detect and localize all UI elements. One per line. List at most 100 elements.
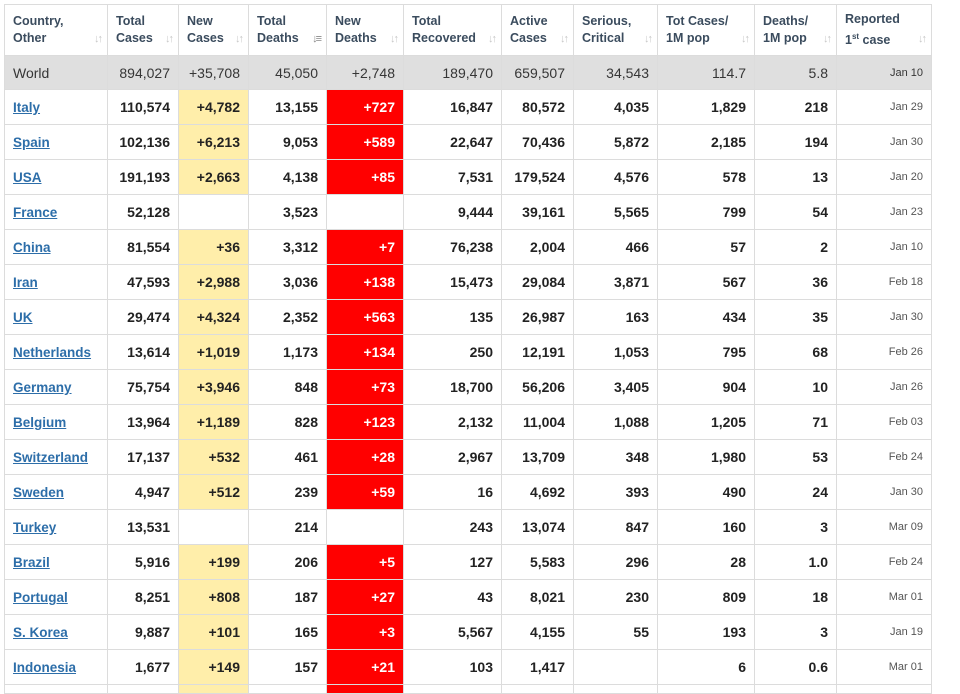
cell-first-case: Jan 30 [836, 474, 932, 510]
cell-deaths-per-million: 35 [754, 299, 837, 335]
cell-active-cases: 56,206 [501, 369, 574, 405]
cell-total-cases: 110,574 [107, 89, 179, 125]
world-total-row: World 894,027 +35,708 45,050 +2,748 189,… [4, 55, 932, 90]
cell-total-recovered: 103 [403, 649, 502, 685]
sort-icon[interactable]: ↓↑ [94, 33, 103, 45]
table-row: USA 191,193 +2,663 4,138 +85 7,531 179,524 4,57… [4, 159, 932, 195]
sort-icon[interactable]: ↓↑ [165, 33, 174, 45]
cell-active-cases: 13,709 [501, 439, 574, 475]
sort-icon[interactable]: ↓↑ [918, 33, 927, 45]
sort-icon[interactable]: ↓↑ [560, 33, 569, 45]
cell-new-deaths: +138 [326, 264, 404, 300]
col-header-total-recovered[interactable]: Total Recovered ↓↑ [403, 4, 502, 56]
cell-first-case: Feb 26 [836, 334, 932, 370]
country-link[interactable]: Belgium [13, 415, 67, 430]
cell-cases-per-million: 1,829 [657, 89, 755, 125]
table-row: Switzerland 17,137 +532 461 +28 2,967 13,709 34… [4, 439, 932, 475]
col-header-country[interactable]: Country, Other ↓↑ [4, 4, 108, 56]
sort-descending-icon[interactable]: ↓≡ [312, 33, 322, 45]
cell-cases-per-million: 114.7 [657, 55, 755, 90]
cell-serious-critical: 847 [573, 509, 658, 545]
col-header-total-cases[interactable]: Total Cases ↓↑ [107, 4, 179, 56]
cell-deaths-per-million: 24 [754, 474, 837, 510]
cell-total-cases: 13,964 [107, 404, 179, 440]
country-link[interactable]: Switzerland [13, 450, 89, 465]
cell-new-deaths: +73 [326, 369, 404, 405]
country-link[interactable]: Spain [13, 135, 50, 150]
sort-icon[interactable]: ↓↑ [644, 33, 653, 45]
cell-first-case: Jan 30 [836, 299, 932, 335]
country-link[interactable]: Turkey [13, 520, 57, 535]
country-link[interactable]: Iran [13, 275, 38, 290]
cell-active-cases: 11,004 [501, 404, 574, 440]
country-link[interactable]: Netherlands [13, 345, 92, 360]
cell-country: France [4, 194, 108, 230]
sort-icon[interactable]: ↓↑ [823, 33, 832, 45]
cell-new-deaths: +727 [326, 89, 404, 125]
country-link[interactable]: UK [13, 310, 33, 325]
cell-total-deaths: 828 [248, 404, 327, 440]
col-header-first-case[interactable]: Reported 1st case ↓↑ [836, 4, 932, 56]
sort-icon[interactable]: ↓↑ [390, 33, 399, 45]
country-link[interactable]: Portugal [13, 590, 68, 605]
covid-stats-table: Country, Other ↓↑ Total Cases ↓↑ New Cases… [4, 4, 932, 694]
country-link[interactable]: Indonesia [13, 660, 77, 675]
cell-new-cases: +3,946 [178, 369, 249, 405]
col-header-serious-critical[interactable]: Serious, Critical ↓↑ [573, 4, 658, 56]
country-link[interactable]: USA [13, 170, 42, 185]
cell-empty [754, 684, 837, 694]
cell-cases-per-million: 1,205 [657, 404, 755, 440]
country-link[interactable]: France [13, 205, 58, 220]
cell-new-cases: +1,019 [178, 334, 249, 370]
cell-country: Portugal [4, 579, 108, 615]
cell-deaths-per-million: 68 [754, 334, 837, 370]
cell-country: Sweden [4, 474, 108, 510]
cell-country: USA [4, 159, 108, 195]
col-header-new-cases[interactable]: New Cases ↓↑ [178, 4, 249, 56]
cell-empty [326, 684, 404, 694]
cell-first-case: Feb 03 [836, 404, 932, 440]
cell-new-cases: +149 [178, 649, 249, 685]
cell-cases-per-million: 28 [657, 544, 755, 580]
country-link[interactable]: Brazil [13, 555, 50, 570]
cell-serious-critical: 296 [573, 544, 658, 580]
col-header-total-deaths[interactable]: Total Deaths ↓≡ [248, 4, 327, 56]
cell-country: S. Korea [4, 614, 108, 650]
cell-first-case: Mar 01 [836, 579, 932, 615]
cell-first-case: Mar 01 [836, 649, 932, 685]
table-row: Sweden 4,947 +512 239 +59 16 4,692 393 490 24 Jan … [4, 474, 932, 510]
cell-new-cases: +35,708 [178, 55, 249, 90]
cell-empty [657, 684, 755, 694]
sort-icon[interactable]: ↓↑ [741, 33, 750, 45]
country-link[interactable]: Italy [13, 100, 41, 115]
cell-deaths-per-million: 2 [754, 229, 837, 265]
country-link[interactable]: Germany [13, 380, 72, 395]
col-header-new-deaths[interactable]: New Deaths ↓↑ [326, 4, 404, 56]
sort-icon[interactable]: ↓↑ [488, 33, 497, 45]
country-link[interactable]: Sweden [13, 485, 65, 500]
cell-new-deaths [326, 194, 404, 230]
country-link[interactable]: China [13, 240, 51, 255]
cell-country: Iran [4, 264, 108, 300]
col-header-active-cases[interactable]: Active Cases ↓↑ [501, 4, 574, 56]
col-header-cases-per-million[interactable]: Tot Cases/ 1M pop ↓↑ [657, 4, 755, 56]
cell-first-case: Feb 24 [836, 439, 932, 475]
sort-icon[interactable]: ↓↑ [235, 33, 244, 45]
cell-new-deaths: +3 [326, 614, 404, 650]
cell-cases-per-million: 193 [657, 614, 755, 650]
table-row: Belgium 13,964 +1,189 828 +123 2,132 11,004 1,0… [4, 404, 932, 440]
cell-country: UK [4, 299, 108, 335]
cell-total-recovered: 127 [403, 544, 502, 580]
table-row: Iran 47,593 +2,988 3,036 +138 15,473 29,084 3,8… [4, 264, 932, 300]
col-header-deaths-per-million[interactable]: Deaths/ 1M pop ↓↑ [754, 4, 837, 56]
cell-country: Germany [4, 369, 108, 405]
cell-total-deaths: 187 [248, 579, 327, 615]
country-link[interactable]: S. Korea [13, 625, 68, 640]
cell-serious-critical: 55 [573, 614, 658, 650]
cell-active-cases: 2,004 [501, 229, 574, 265]
cell-first-case: Jan 19 [836, 614, 932, 650]
cell-cases-per-million: 799 [657, 194, 755, 230]
cell-total-recovered: 16 [403, 474, 502, 510]
cell-first-case: Jan 30 [836, 124, 932, 160]
cell-country: Brazil [4, 544, 108, 580]
